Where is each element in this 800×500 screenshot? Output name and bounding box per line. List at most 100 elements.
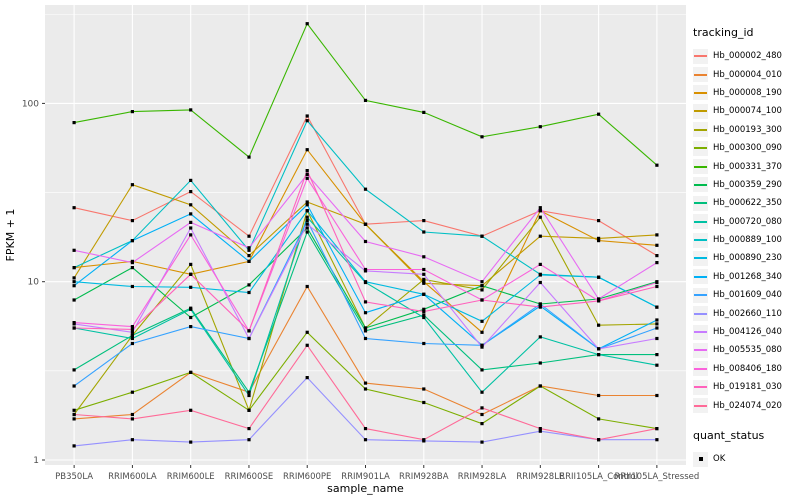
data-point bbox=[422, 315, 426, 320]
data-point bbox=[363, 280, 368, 284]
series-color-line-icon bbox=[694, 91, 707, 94]
legend-item: Hb_000331_370 bbox=[693, 157, 799, 175]
legend-item: Hb_000720_080 bbox=[693, 213, 799, 231]
data-point bbox=[247, 438, 251, 442]
data-point bbox=[247, 259, 251, 263]
data-point bbox=[422, 255, 426, 259]
data-point bbox=[597, 239, 601, 243]
series-color-line-icon bbox=[694, 404, 707, 407]
data-point bbox=[538, 215, 542, 219]
data-point bbox=[130, 327, 134, 331]
data-point bbox=[305, 284, 309, 289]
series-color-line-icon bbox=[694, 128, 707, 131]
legend-item-label: Hb_024074_020 bbox=[713, 400, 782, 411]
data-point bbox=[130, 390, 134, 394]
data-point bbox=[189, 285, 193, 289]
data-point bbox=[247, 336, 251, 341]
legend-item-label: Hb_019181_030 bbox=[713, 382, 782, 393]
data-point bbox=[363, 187, 368, 191]
data-point bbox=[247, 427, 251, 431]
data-point bbox=[597, 438, 601, 442]
black-square-marker-icon bbox=[698, 457, 703, 461]
legend-item: Hb_000300_090 bbox=[693, 139, 799, 157]
x-tick-label: RRII105LA_Control bbox=[559, 472, 638, 482]
series-color-line-icon bbox=[694, 386, 707, 389]
data-point bbox=[305, 200, 309, 204]
legend-item-label: Hb_008406_180 bbox=[713, 363, 782, 374]
y-axis-title: FPKM + 1 bbox=[4, 209, 17, 262]
data-point bbox=[422, 438, 426, 442]
data-point bbox=[597, 275, 601, 279]
x-axis-title: sample_name bbox=[327, 482, 404, 495]
data-point bbox=[305, 222, 309, 226]
data-point bbox=[130, 110, 134, 114]
data-point bbox=[130, 325, 134, 329]
data-point bbox=[655, 261, 659, 265]
data-point bbox=[130, 183, 134, 187]
data-point bbox=[72, 444, 76, 448]
data-point bbox=[422, 400, 426, 405]
data-point bbox=[130, 266, 134, 270]
data-point bbox=[597, 297, 601, 301]
series-color-line-icon bbox=[694, 239, 707, 242]
legend-key-box bbox=[693, 287, 708, 303]
data-point bbox=[72, 298, 76, 302]
series-color-line-icon bbox=[694, 165, 707, 168]
legend-item: Hb_000004_010 bbox=[693, 65, 799, 83]
legend-item-label: Hb_000074_100 bbox=[713, 106, 782, 117]
data-point bbox=[130, 412, 134, 417]
legend-key-box bbox=[693, 342, 708, 358]
legend-item: Hb_001609_040 bbox=[693, 286, 799, 304]
data-point bbox=[363, 311, 368, 315]
data-point bbox=[480, 280, 484, 284]
legend-key-box bbox=[693, 324, 708, 340]
data-point bbox=[538, 361, 542, 365]
legend-item-label: Hb_001268_340 bbox=[713, 271, 782, 282]
data-point bbox=[655, 280, 659, 285]
quant-legend-label: OK bbox=[713, 454, 726, 464]
data-point bbox=[72, 276, 76, 280]
data-point bbox=[597, 236, 601, 240]
data-point bbox=[363, 381, 368, 385]
data-point bbox=[189, 178, 193, 182]
data-point bbox=[305, 209, 309, 213]
data-point bbox=[189, 440, 193, 444]
data-point bbox=[655, 284, 659, 289]
data-point bbox=[422, 267, 426, 272]
data-point bbox=[189, 262, 193, 266]
data-point bbox=[480, 406, 484, 410]
data-point bbox=[597, 323, 601, 327]
data-point bbox=[538, 302, 542, 306]
legend-item: Hb_002660_110 bbox=[693, 304, 799, 322]
data-point bbox=[480, 440, 484, 444]
data-point bbox=[189, 212, 193, 216]
series-color-line-icon bbox=[694, 367, 707, 370]
data-point bbox=[597, 299, 601, 303]
legend-item: Hb_000074_100 bbox=[693, 102, 799, 120]
data-point bbox=[538, 429, 542, 433]
data-point bbox=[72, 121, 76, 125]
data-point bbox=[422, 230, 426, 234]
series-color-line-icon bbox=[694, 55, 707, 58]
data-point bbox=[72, 412, 76, 417]
data-point bbox=[422, 307, 426, 311]
data-point bbox=[189, 226, 193, 230]
legend-key-box bbox=[693, 379, 708, 395]
legend-item-label: Hb_000193_300 bbox=[713, 124, 782, 135]
y-tick-label: 100 bbox=[22, 99, 39, 109]
data-point bbox=[538, 335, 542, 339]
x-tick-label: PB350LA bbox=[55, 472, 93, 482]
legend-item-label: Hb_000002_480 bbox=[713, 51, 782, 62]
data-point bbox=[247, 254, 251, 258]
legend-key-box bbox=[693, 269, 708, 285]
data-point bbox=[597, 112, 601, 116]
data-point bbox=[655, 318, 659, 322]
y-tick-label: 10 bbox=[28, 278, 40, 288]
x-tick-label: RRII105LA_Stressed bbox=[614, 472, 699, 482]
data-point bbox=[655, 427, 659, 431]
data-point bbox=[247, 155, 251, 159]
series-color-line-icon bbox=[694, 183, 707, 186]
x-tick-label: RRIM600LE bbox=[167, 472, 215, 482]
data-point bbox=[305, 230, 309, 234]
data-point bbox=[422, 219, 426, 223]
